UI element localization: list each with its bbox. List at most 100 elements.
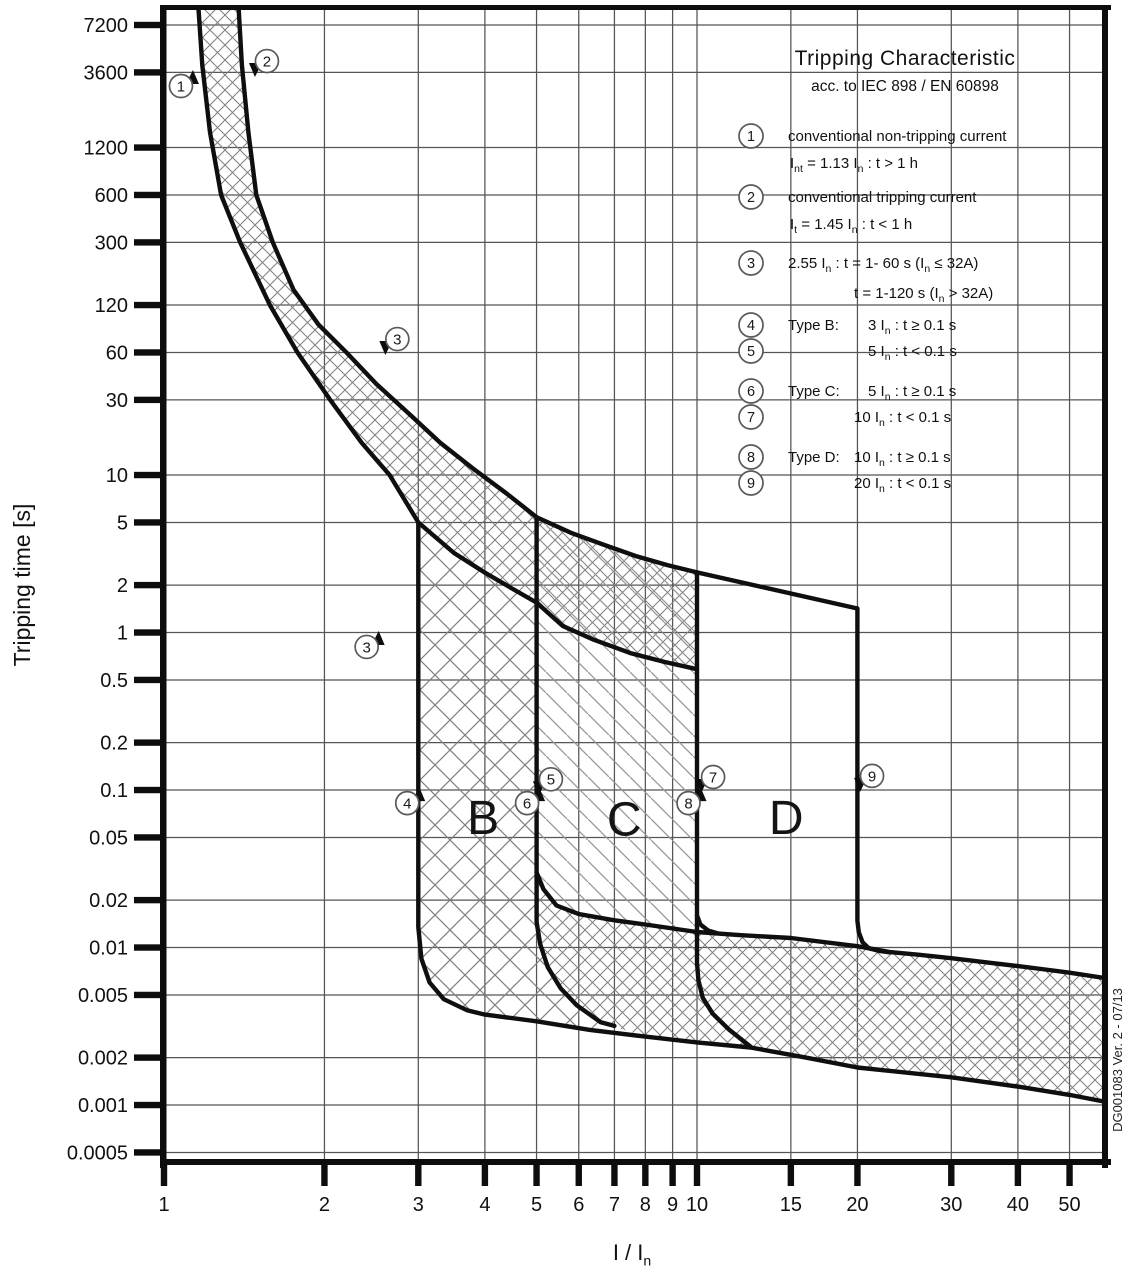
x-tick-15 bbox=[787, 1159, 795, 1186]
y-tick-label-3600: 3600 bbox=[84, 62, 129, 84]
legend-1-number: 1 bbox=[747, 129, 755, 145]
y-tick-label-600: 600 bbox=[95, 185, 128, 207]
y-tick-2 bbox=[134, 581, 161, 589]
x-tick-3 bbox=[415, 1159, 422, 1186]
x-tick-label-20: 20 bbox=[846, 1194, 868, 1216]
x-tick-label-8: 8 bbox=[640, 1194, 651, 1216]
plot-border bbox=[160, 5, 1111, 1168]
region-region-C bbox=[536, 517, 697, 932]
legend-item-7-6: 7 10 In : t < 0.1 s bbox=[738, 404, 951, 430]
marker-6-circle bbox=[514, 790, 540, 816]
legend-2-line-1: It = 1.45 In : t < 1 h bbox=[790, 216, 912, 236]
legend-5-line-0: 5 In : t < 0.1 s bbox=[868, 343, 957, 363]
legend-9-number: 9 bbox=[747, 476, 755, 492]
y-tick-label-5: 5 bbox=[117, 512, 128, 534]
y-tick-label-0.5: 0.5 bbox=[100, 670, 128, 692]
characteristic-curves bbox=[196, 8, 1105, 1104]
marker-8-number: 8 bbox=[684, 796, 692, 813]
legend-8-number: 8 bbox=[747, 450, 755, 466]
legend-6-line-1: 5 In : t ≥ 0.1 s bbox=[868, 383, 956, 403]
y-tick-0.0005 bbox=[134, 1149, 161, 1156]
x-tick-4 bbox=[481, 1159, 489, 1186]
chart-subtitle: acc. to IEC 898 / EN 60898 bbox=[811, 78, 999, 95]
y-tick-label-0.01: 0.01 bbox=[89, 938, 128, 960]
marker-7-7: 7 bbox=[695, 764, 726, 793]
y-tick-label-10: 10 bbox=[106, 465, 128, 487]
y-tick-label-300: 300 bbox=[95, 232, 128, 254]
x-tick-label-15: 15 bbox=[780, 1194, 802, 1216]
y-tick-0.2 bbox=[134, 739, 161, 746]
curve-type-C-10In-upper-merge bbox=[694, 913, 720, 936]
x-axis-title: I / In bbox=[552, 1240, 712, 1268]
x-tick-label-10: 10 bbox=[686, 1194, 708, 1216]
legend-4-line-1: 3 In : t ≥ 0.1 s bbox=[868, 317, 956, 337]
x-tick-label-2: 2 bbox=[319, 1194, 330, 1216]
x-tick-1 bbox=[160, 1159, 168, 1186]
legend-9-circle bbox=[738, 470, 764, 496]
x-tick-6 bbox=[575, 1159, 582, 1186]
legend-3-circle bbox=[738, 250, 764, 276]
legend-item-9-8: 9 20 In : t < 0.1 s bbox=[738, 470, 951, 496]
y-tick-label-0.02: 0.02 bbox=[89, 890, 128, 912]
y-tick-label-30: 30 bbox=[106, 390, 128, 412]
y-tick-label-60: 60 bbox=[106, 342, 128, 364]
marker-9-9: 9 bbox=[854, 763, 885, 792]
legend-8-line-0: Type D: bbox=[788, 449, 840, 466]
marker-9-number: 9 bbox=[868, 768, 876, 785]
legend-6-line-0: Type C: bbox=[788, 383, 840, 400]
document-reference: DG001083 Ver. 2 - 07/13 bbox=[1110, 988, 1125, 1132]
curve-lower-thermal-limit-1.13In bbox=[196, 8, 700, 672]
legend-4-circle bbox=[738, 312, 764, 338]
legend-8-line-1: 10 In : t ≥ 0.1 s bbox=[854, 449, 951, 469]
marker-7-number: 7 bbox=[709, 769, 717, 786]
y-tick-600 bbox=[134, 191, 161, 199]
legend-1-circle bbox=[738, 123, 764, 149]
marker-2-1: 2 bbox=[248, 48, 280, 78]
legend-item-4-3: 4 Type B: 3 In : t ≥ 0.1 s bbox=[738, 312, 956, 338]
legend-2-circle bbox=[738, 184, 764, 210]
x-tick-label-1: 1 bbox=[158, 1194, 169, 1216]
legend-item-8-7: 8 Type D: 10 In : t ≥ 0.1 s bbox=[738, 444, 951, 470]
marker-8-circle bbox=[676, 790, 701, 816]
x-tick-label-9: 9 bbox=[667, 1194, 678, 1216]
y-tick-label-0.002: 0.002 bbox=[78, 1048, 128, 1070]
marker-6-6: 6 bbox=[514, 787, 546, 816]
y-tick-label-0.005: 0.005 bbox=[78, 985, 128, 1007]
x-tick-40 bbox=[1014, 1159, 1022, 1186]
marker-3-circle bbox=[354, 634, 380, 660]
x-tick-30 bbox=[948, 1159, 955, 1186]
x-tick-label-3: 3 bbox=[413, 1194, 424, 1216]
y-tick-label-120: 120 bbox=[95, 295, 128, 317]
x-tick-5 bbox=[533, 1159, 540, 1186]
x-tick-label-7: 7 bbox=[609, 1194, 620, 1216]
curve-type-C-10In-boundary bbox=[694, 570, 753, 1049]
x-tick-9 bbox=[669, 1159, 676, 1186]
marker-3-3: 3 bbox=[354, 630, 385, 660]
legend-6-circle bbox=[738, 378, 764, 404]
y-tick-120 bbox=[134, 301, 161, 309]
legend-5-circle bbox=[738, 338, 764, 364]
y-tick-300 bbox=[134, 239, 161, 246]
legend-item-2-1: 2 conventional tripping current It = 1.45 … bbox=[738, 184, 977, 236]
y-tick-0.01 bbox=[134, 944, 161, 951]
legend-7-number: 7 bbox=[747, 410, 755, 426]
legend-2-number: 2 bbox=[747, 190, 755, 206]
x-axis-title-sub: n bbox=[643, 1252, 652, 1269]
region-letters: B C D bbox=[467, 792, 803, 846]
legend-8-circle bbox=[738, 444, 764, 470]
x-tick-8 bbox=[642, 1159, 649, 1186]
y-tick-1 bbox=[134, 629, 161, 636]
marker-1-number: 1 bbox=[177, 78, 185, 95]
x-tick-label-5: 5 bbox=[531, 1194, 542, 1216]
axis-ticks bbox=[134, 21, 1073, 1186]
x-tick-10 bbox=[693, 1159, 701, 1186]
y-tick-3600 bbox=[134, 69, 161, 76]
y-tick-0.005 bbox=[134, 991, 161, 999]
legend-5-number: 5 bbox=[747, 344, 755, 360]
y-tick-label-2: 2 bbox=[117, 575, 128, 597]
y-tick-1200 bbox=[134, 144, 161, 151]
y-tick-0.02 bbox=[134, 896, 161, 904]
legend-7-circle bbox=[738, 404, 764, 430]
marker-4-4: 4 bbox=[394, 787, 426, 816]
